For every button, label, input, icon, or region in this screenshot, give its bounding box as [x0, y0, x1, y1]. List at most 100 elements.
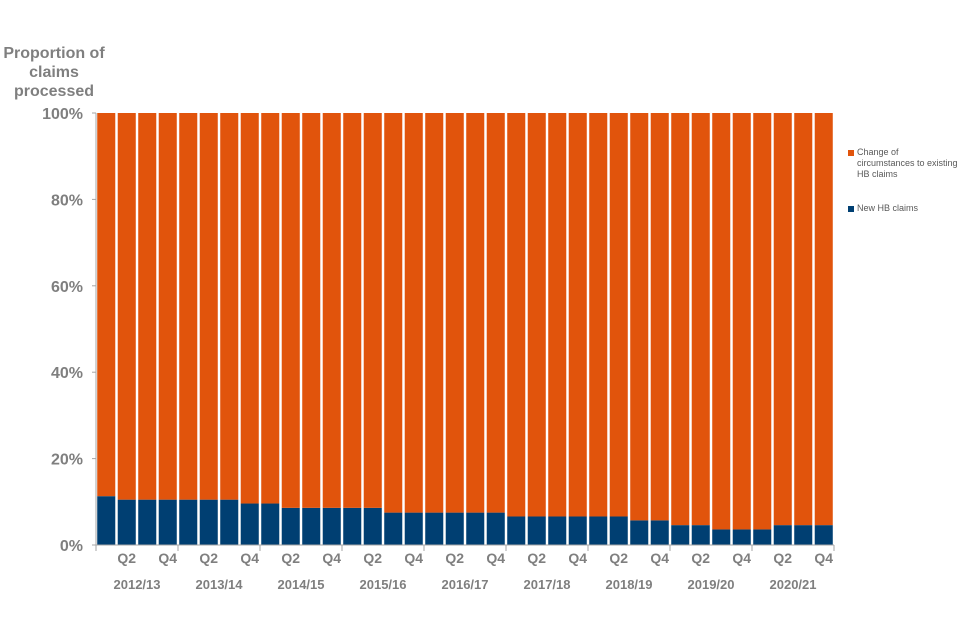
bar-segment-new-hb-claims [158, 499, 177, 545]
bar-segment-new-hb-claims [548, 516, 567, 545]
bar-segment-new-hb-claims [671, 525, 690, 545]
bar-segment-new-hb-claims [97, 496, 116, 545]
bar-segment-new-hb-claims [425, 512, 444, 545]
year-label: 2015/16 [360, 577, 407, 592]
bar-segment-change-of-circumstances [773, 113, 792, 526]
y-tick-label: 60% [51, 279, 83, 296]
bar-segment-change-of-circumstances [302, 113, 321, 508]
legend-item-change-of-circumstances: Change of circumstances to existing HB c… [848, 147, 958, 180]
year-label: 2012/13 [114, 577, 161, 592]
y-tick-label: 0% [60, 538, 83, 555]
year-label: 2017/18 [524, 577, 571, 592]
bar-segment-new-hb-claims [732, 529, 751, 545]
bar-segment-change-of-circumstances [794, 113, 813, 526]
bar-segment-new-hb-claims [589, 516, 608, 545]
bar-segment-new-hb-claims [363, 507, 382, 545]
bar-segment-new-hb-claims [712, 529, 731, 545]
bar-segment-new-hb-claims [240, 503, 259, 545]
bar-segment-change-of-circumstances [568, 113, 587, 517]
year-label: 2019/20 [688, 577, 735, 592]
bar-segment-new-hb-claims [466, 512, 485, 545]
bar-segment-change-of-circumstances [281, 113, 300, 508]
bar-segment-new-hb-claims [773, 525, 792, 545]
bar-segment-new-hb-claims [609, 516, 628, 545]
bar-segment-change-of-circumstances [240, 113, 259, 504]
bar-segment-change-of-circumstances [712, 113, 731, 530]
bar-segment-change-of-circumstances [589, 113, 608, 517]
bar-segment-new-hb-claims [814, 525, 833, 545]
bar-segment-new-hb-claims [404, 512, 423, 545]
legend-label: New HB claims [857, 203, 919, 213]
y-tick-label: 100% [42, 106, 83, 123]
bar-segment-change-of-circumstances [179, 113, 198, 500]
bar-segment-change-of-circumstances [671, 113, 690, 526]
bar-segment-change-of-circumstances [486, 113, 505, 513]
bar-segment-change-of-circumstances [261, 113, 280, 504]
y-tick-label: 40% [51, 365, 83, 382]
bar-segment-new-hb-claims [630, 520, 649, 545]
bar-segment-change-of-circumstances [404, 113, 423, 513]
bar-segment-new-hb-claims [220, 499, 239, 545]
y-tick-label: 80% [51, 192, 83, 209]
bar-segment-new-hb-claims [650, 520, 669, 545]
bar-segment-change-of-circumstances [363, 113, 382, 508]
bar-segment-change-of-circumstances [753, 113, 772, 530]
year-label: 2020/21 [770, 577, 817, 592]
bar-segment-change-of-circumstances [117, 113, 136, 500]
bar-segment-new-hb-claims [322, 507, 341, 545]
quarter-label: Q4 [486, 550, 505, 566]
bar-segment-new-hb-claims [281, 507, 300, 545]
labels-group: 0% 20% 40% 60% 80% 100% 2012/13 Q2 Q4 2013/14 Q2 Q4… [42, 106, 833, 592]
bar-segment-change-of-circumstances [630, 113, 649, 521]
bar-segment-new-hb-claims [568, 516, 587, 545]
bar-segment-change-of-circumstances [425, 113, 444, 513]
year-label: 2016/17 [442, 577, 489, 592]
bar-segment-change-of-circumstances [97, 113, 116, 497]
quarter-label: Q4 [158, 550, 177, 566]
bar-segment-new-hb-claims [138, 499, 157, 545]
legend-label: Change of circumstances to existing HB c… [857, 147, 958, 179]
bar-segment-change-of-circumstances [220, 113, 239, 500]
bar-segment-new-hb-claims [343, 507, 362, 545]
year-label: 2014/15 [278, 577, 325, 592]
quarter-label: Q2 [445, 550, 464, 566]
bar-segment-change-of-circumstances [322, 113, 341, 508]
quarter-label: Q4 [404, 550, 423, 566]
legend-swatch-orange [848, 150, 854, 156]
y-axis-title: Proportion of claims processed [3, 45, 105, 100]
bar-segment-change-of-circumstances [691, 113, 710, 526]
bar-segment-new-hb-claims [794, 525, 813, 545]
year-label: 2018/19 [606, 577, 653, 592]
bar-segment-change-of-circumstances [814, 113, 833, 526]
quarter-label: Q4 [814, 550, 833, 566]
bar-segment-change-of-circumstances [343, 113, 362, 508]
y-tick-label: 20% [51, 452, 83, 469]
bar-segment-new-hb-claims [261, 503, 280, 545]
bar-segment-new-hb-claims [527, 516, 546, 545]
bar-segment-new-hb-claims [691, 525, 710, 545]
legend-item-new-hb-claims: New HB claims [848, 203, 958, 214]
bar-segment-new-hb-claims [507, 516, 526, 545]
bar-segment-change-of-circumstances [199, 113, 218, 500]
quarter-label: Q2 [609, 550, 628, 566]
quarter-label: Q4 [650, 550, 669, 566]
chart-legend: Change of circumstances to existing HB c… [848, 147, 958, 237]
bar-segment-new-hb-claims [302, 507, 321, 545]
bar-segment-change-of-circumstances [548, 113, 567, 517]
bar-segment-change-of-circumstances [507, 113, 526, 517]
quarter-label: Q2 [117, 550, 136, 566]
quarter-label: Q4 [568, 550, 587, 566]
bar-segment-new-hb-claims [384, 512, 403, 545]
bar-segment-new-hb-claims [199, 499, 218, 545]
bar-segment-change-of-circumstances [650, 113, 669, 521]
quarter-label: Q2 [527, 550, 546, 566]
year-label: 2013/14 [196, 577, 244, 592]
quarter-label: Q4 [240, 550, 259, 566]
bar-segment-new-hb-claims [445, 512, 464, 545]
quarter-label: Q2 [773, 550, 792, 566]
quarter-label: Q4 [322, 550, 341, 566]
bar-segment-change-of-circumstances [384, 113, 403, 513]
bar-segment-new-hb-claims [486, 512, 505, 545]
axes-group [92, 112, 835, 551]
